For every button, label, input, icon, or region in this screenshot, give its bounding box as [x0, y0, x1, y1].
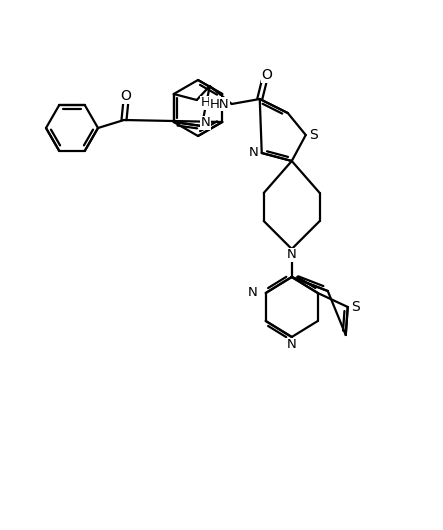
Text: N: N — [249, 146, 259, 160]
Text: S: S — [351, 300, 360, 314]
Text: O: O — [261, 68, 272, 82]
Text: O: O — [120, 89, 132, 103]
Text: HN: HN — [210, 98, 230, 110]
Text: N: N — [201, 117, 210, 129]
Text: N: N — [287, 339, 297, 351]
Text: N: N — [287, 249, 297, 261]
Text: HN: HN — [201, 96, 220, 110]
Text: N: N — [248, 287, 258, 299]
Text: S: S — [309, 128, 318, 142]
